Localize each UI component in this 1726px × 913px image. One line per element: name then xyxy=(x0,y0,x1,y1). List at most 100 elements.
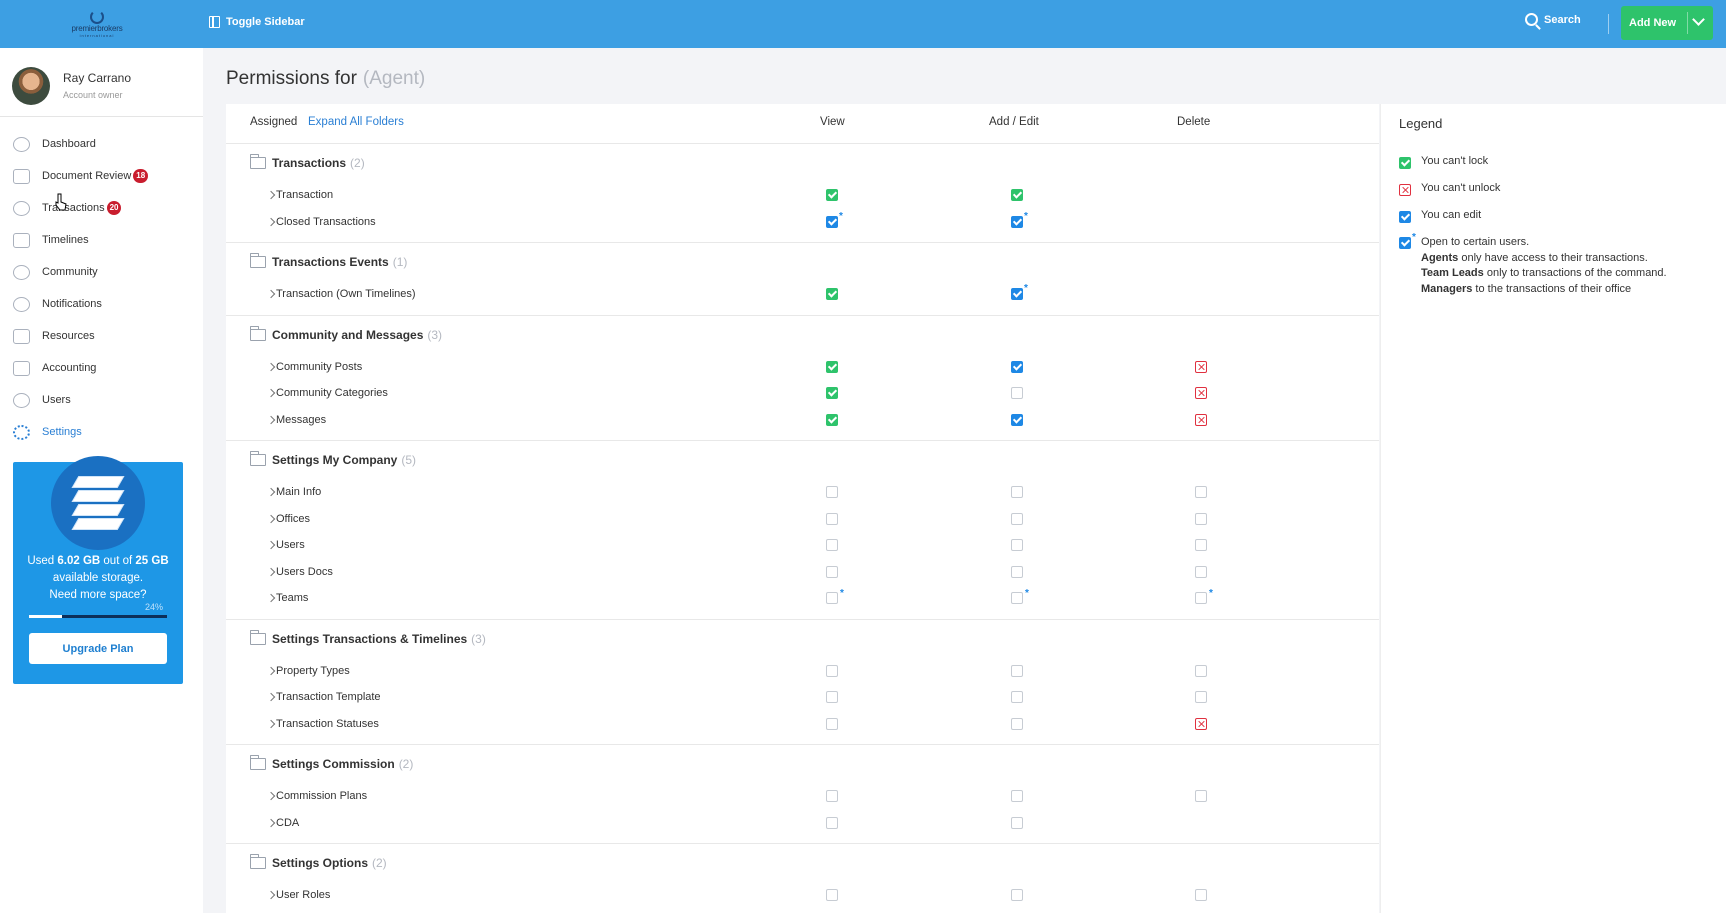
folder-icon xyxy=(13,328,30,344)
storage-text-used: Used xyxy=(27,555,58,567)
del-empty-checkbox[interactable] xyxy=(1195,691,1207,703)
edit-empty-checkbox[interactable] xyxy=(1011,790,1023,802)
view-empty-checkbox[interactable] xyxy=(826,889,838,901)
del-red-checkbox[interactable] xyxy=(1195,387,1207,399)
group-header[interactable]: Transactions (2) xyxy=(250,154,365,170)
view-blue-checkbox[interactable]: * xyxy=(826,211,843,228)
del-empty-checkbox[interactable] xyxy=(1195,486,1207,498)
view-empty-checkbox[interactable] xyxy=(826,664,838,677)
permission-label[interactable]: Commission Plans xyxy=(276,790,368,802)
del-empty-checkbox[interactable] xyxy=(1195,512,1207,525)
permission-label[interactable]: Messages xyxy=(276,413,327,426)
edit-empty-checkbox[interactable] xyxy=(1011,889,1023,901)
view-empty-checkbox[interactable] xyxy=(826,717,838,730)
view-empty-checkbox[interactable] xyxy=(826,565,838,578)
permission-label[interactable]: Offices xyxy=(276,512,311,525)
view-empty-checkbox[interactable]: * xyxy=(826,588,844,604)
del-empty-checkbox[interactable]: * xyxy=(1195,588,1213,604)
sidebar-item-notifications[interactable]: Notifications xyxy=(0,288,203,320)
group-header[interactable]: Settings My Company (5) xyxy=(250,451,416,467)
permission-label[interactable]: Transaction (Own Timelines) xyxy=(276,288,416,300)
permission-label[interactable]: Teams xyxy=(276,592,309,604)
del-empty-checkbox[interactable] xyxy=(1195,889,1207,901)
view-green-checkbox[interactable] xyxy=(826,189,838,201)
permissions-table: Assigned Expand All Folders View Add / E… xyxy=(226,104,1379,913)
view-green-checkbox[interactable] xyxy=(826,360,838,373)
permission-label[interactable]: Users Docs xyxy=(276,565,333,578)
del-empty-checkbox[interactable] xyxy=(1195,565,1207,578)
edit-empty-checkbox[interactable] xyxy=(1011,664,1023,677)
edit-empty-checkbox[interactable] xyxy=(1011,539,1023,551)
view-green-checkbox[interactable] xyxy=(826,387,838,399)
user-profile[interactable]: Ray Carrano Account owner xyxy=(12,67,192,107)
add-new-button[interactable]: Add New xyxy=(1621,6,1713,40)
sidebar-item-dashboard[interactable]: Dashboard xyxy=(0,128,203,160)
del-red-checkbox[interactable] xyxy=(1195,717,1207,730)
sidebar-item-resources[interactable]: Resources xyxy=(0,320,203,352)
edit-empty-checkbox[interactable] xyxy=(1011,565,1023,578)
view-empty-checkbox[interactable] xyxy=(826,539,838,551)
edit-empty-checkbox[interactable] xyxy=(1011,512,1023,525)
del-empty-checkbox[interactable] xyxy=(1195,539,1207,551)
legend-agents-text: only have access to their transactions. xyxy=(1458,251,1648,264)
sidebar-item-settings[interactable]: Settings xyxy=(0,416,203,448)
view-empty-checkbox[interactable] xyxy=(826,816,838,829)
group-name: Transactions Events xyxy=(272,255,389,269)
upgrade-plan-button[interactable]: Upgrade Plan xyxy=(29,633,167,664)
del-empty-checkbox[interactable] xyxy=(1195,664,1207,677)
permission-row: Users xyxy=(226,534,1379,558)
toggle-sidebar-button[interactable]: Toggle Sidebar xyxy=(209,14,305,30)
permission-label[interactable]: Users xyxy=(276,539,305,551)
permission-label[interactable]: Community Posts xyxy=(276,360,363,373)
chevron-down-icon[interactable] xyxy=(1692,13,1705,26)
avatar[interactable] xyxy=(12,67,50,105)
stack-layer xyxy=(71,476,125,488)
permission-label[interactable]: Main Info xyxy=(276,486,322,498)
group-header[interactable]: Community and Messages (3) xyxy=(250,325,442,342)
sidebar-item-transactions[interactable]: Transactions 20 xyxy=(0,192,203,224)
edit-blue-checkbox[interactable]: * xyxy=(1011,283,1028,300)
permission-label[interactable]: Transaction Template xyxy=(276,691,381,703)
sidebar-item-community[interactable]: Community xyxy=(0,256,203,288)
view-empty-checkbox[interactable] xyxy=(826,486,838,498)
sidebar-item-timelines[interactable]: Timelines xyxy=(0,224,203,256)
permission-label[interactable]: Transaction xyxy=(276,189,334,201)
edit-blue-checkbox[interactable] xyxy=(1011,413,1023,426)
del-empty-checkbox[interactable] xyxy=(1195,790,1207,802)
edit-empty-checkbox[interactable] xyxy=(1011,486,1023,498)
group-header[interactable]: Transactions Events (1) xyxy=(250,253,407,269)
edit-empty-checkbox[interactable] xyxy=(1011,387,1023,399)
document-review-badge: 18 xyxy=(133,169,149,183)
expand-all-folders-link[interactable]: Expand All Folders xyxy=(308,116,404,128)
search-button[interactable]: Search xyxy=(1525,13,1581,26)
view-empty-checkbox[interactable] xyxy=(826,691,838,703)
edit-empty-checkbox[interactable] xyxy=(1011,717,1023,730)
restricted-star-icon: * xyxy=(839,210,843,222)
edit-empty-checkbox[interactable] xyxy=(1011,691,1023,703)
view-green-checkbox[interactable] xyxy=(826,413,838,426)
edit-empty-checkbox[interactable]: * xyxy=(1011,588,1029,604)
sidebar-item-document-review[interactable]: Document Review 18 xyxy=(0,160,203,192)
group-header[interactable]: Settings Commission (2) xyxy=(250,755,413,771)
view-empty-checkbox[interactable] xyxy=(826,790,838,802)
permission-label[interactable]: Closed Transactions xyxy=(276,215,376,228)
permission-label[interactable]: User Roles xyxy=(276,889,331,901)
permission-label[interactable]: Community Categories xyxy=(276,387,388,399)
group-header[interactable]: Settings Options (2) xyxy=(250,854,387,870)
view-green-checkbox[interactable] xyxy=(826,288,838,300)
edit-empty-checkbox[interactable] xyxy=(1011,816,1023,829)
permission-label[interactable]: Transaction Statuses xyxy=(276,717,379,730)
del-red-checkbox[interactable] xyxy=(1195,360,1207,373)
company-logo[interactable]: premierbrokers international xyxy=(62,10,132,40)
sidebar-item-users[interactable]: Users xyxy=(0,384,203,416)
permission-label[interactable]: Property Types xyxy=(276,664,350,677)
edit-blue-checkbox[interactable]: * xyxy=(1011,211,1028,228)
permission-label[interactable]: CDA xyxy=(276,816,300,829)
folder-icon xyxy=(250,325,266,341)
view-empty-checkbox[interactable] xyxy=(826,512,838,525)
edit-green-checkbox[interactable] xyxy=(1011,189,1023,201)
del-red-checkbox[interactable] xyxy=(1195,413,1207,426)
edit-blue-checkbox[interactable] xyxy=(1011,360,1023,373)
group-header[interactable]: Settings Transactions & Timelines (3) xyxy=(250,629,486,646)
sidebar-item-accounting[interactable]: Accounting xyxy=(0,352,203,384)
